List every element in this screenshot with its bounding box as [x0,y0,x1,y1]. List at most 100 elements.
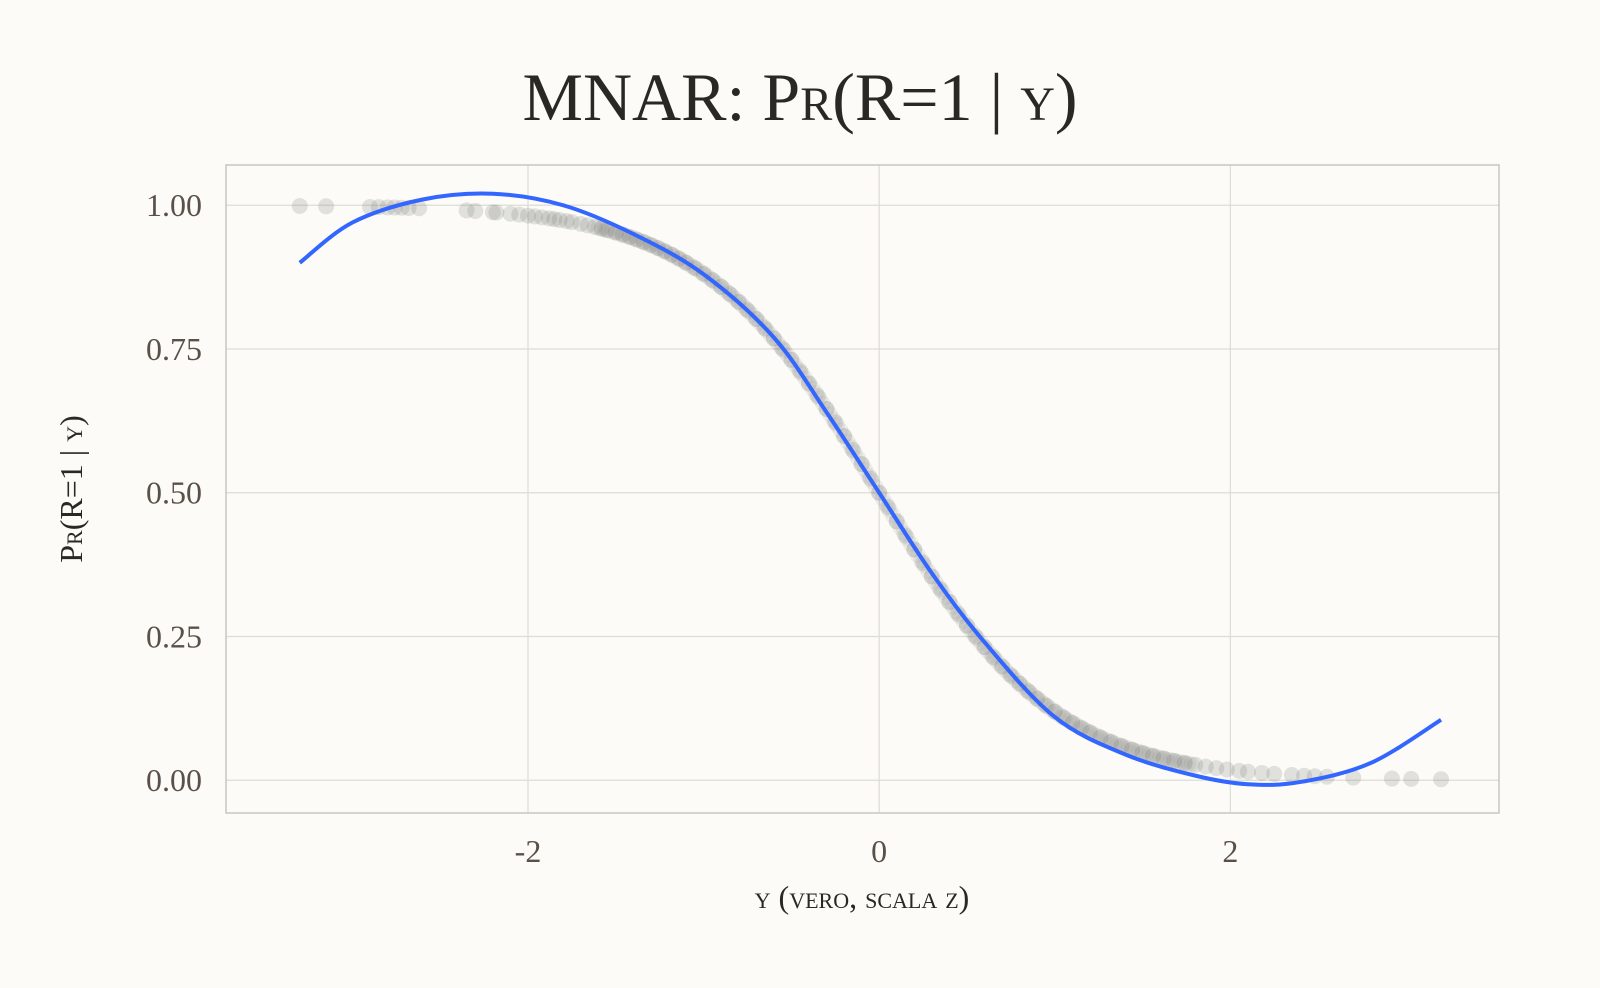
scatter-point [511,206,528,223]
scatter-point [994,658,1011,675]
scatter-point [1183,756,1200,773]
scatter-point [1180,755,1197,772]
fitted-line [298,191,1443,787]
tick-labels: -2 0 2 0.00 0.25 0.50 0.75 1.00 [146,187,1238,869]
scatter-point [1155,750,1172,767]
y-tick-label: 1.00 [146,187,202,223]
scatter-point [976,639,993,656]
x-axis-label: y (vero, scala z) [755,879,970,915]
scatter-point [1345,769,1362,786]
scatter-point [1283,767,1300,784]
scatter-point [1166,752,1183,769]
scatter-point [948,603,965,620]
scatter-point [973,634,990,651]
chart-title: MNAR: Pr(R=1 | y) [522,59,1078,135]
scatter-point [600,222,617,239]
scatter-point [967,628,984,645]
scatter-point [1134,744,1151,761]
scatter-point [1141,746,1158,763]
scatter-point [291,198,308,215]
scatter-point [1145,747,1162,764]
scatter-point [318,198,335,215]
y-tick-label: 0.25 [146,618,202,654]
scatter-point [1036,696,1053,713]
scatter-point [951,608,968,625]
scatter-point [1148,748,1165,765]
scatter-point [534,209,551,226]
scatter-point [541,210,558,227]
scatter-point [990,654,1007,671]
scatter-point [558,213,575,230]
scatter-point [520,207,537,224]
y-tick-label: 0.50 [146,475,202,511]
x-tick-label: -2 [515,833,542,869]
scatter-point [551,211,568,228]
scatter-point [1037,697,1054,714]
scatter-point [572,215,589,232]
scatter-point [1131,743,1148,760]
scatter-point [1169,753,1186,770]
scatter-point [1231,762,1248,779]
scatter-point [1187,756,1204,773]
scatter-point [590,219,607,236]
scatter-point [1266,765,1283,782]
x-tick-label: 0 [871,833,887,869]
scatter-point [488,204,505,221]
scatter-point [1253,764,1270,781]
scatter-point [484,204,501,221]
scatter-point [994,658,1011,675]
y-tick-label: 0.00 [146,762,202,798]
scatter-point [546,211,563,228]
scatter-point [1134,744,1151,761]
scatter-point [1218,761,1235,778]
scatter-point [958,617,975,634]
scatter-point [1239,763,1256,780]
scatter-point [962,622,979,639]
plot-border [225,164,1500,814]
scatter-point [1433,771,1450,788]
scatter-point [411,200,428,217]
scatter-point [976,639,993,656]
scatter-point [527,208,544,225]
scatter-point [1032,693,1049,710]
scatter-point [586,218,603,235]
scatter-point [1173,754,1190,771]
x-tick-label: 2 [1222,833,1238,869]
scatter-point [965,626,982,643]
scatter-point [1138,745,1155,762]
y-axis-label: Pr(R=1 | y) [53,415,89,562]
scatter-point [1159,751,1176,768]
scatter-point [958,617,975,634]
scatter-point [1176,755,1193,772]
scatter-point [1145,747,1162,764]
scatter-point [593,220,610,237]
scatter-point [1176,755,1193,772]
scatter-point [1039,698,1056,715]
scatter-point [987,651,1004,668]
scatter-point [458,202,475,219]
scatter-point [1162,752,1179,769]
scatter-point [969,630,986,647]
scatter-point [1152,749,1169,766]
scatter-point [1155,750,1172,767]
scatter-point [1403,770,1420,787]
scatter-point [1166,752,1183,769]
scatter-point [579,217,596,234]
scatter-point [980,643,997,660]
scatter-point [1383,770,1400,787]
grid [226,165,1499,813]
scatter-point [597,221,614,238]
y-tick-label: 0.75 [146,331,202,367]
scatter-point [983,647,1000,664]
scatter-point [985,649,1002,666]
scatter-point [593,220,610,237]
scatter-point [955,613,972,630]
scatter-point [1127,742,1144,759]
scatter-point [563,214,580,231]
scatter-point [467,202,484,219]
scatter-point [1208,760,1225,777]
scatter-point [950,606,967,623]
scatter-point [599,222,616,239]
scatter-point [502,205,519,222]
